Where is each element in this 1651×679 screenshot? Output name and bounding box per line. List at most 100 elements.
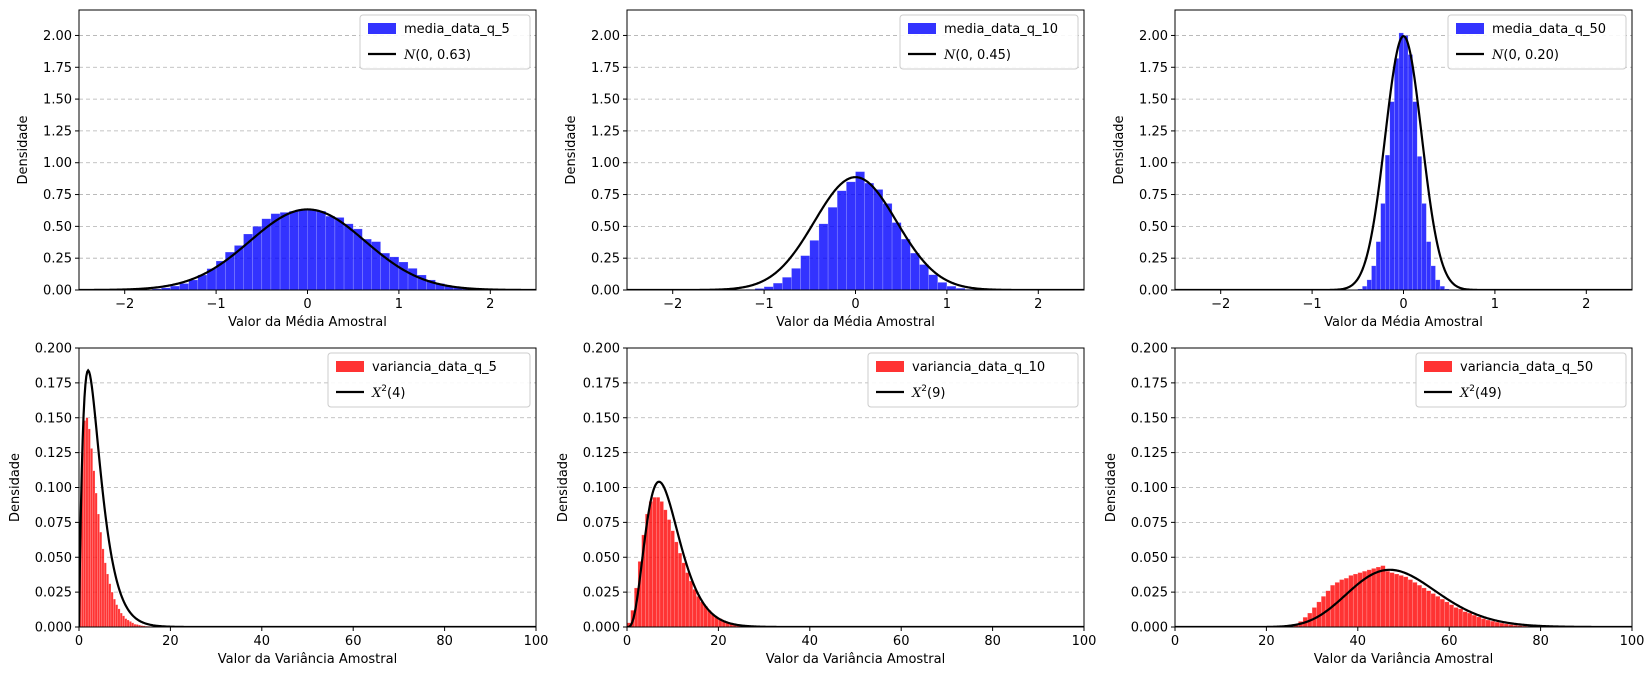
histogram-bar xyxy=(307,208,317,290)
histogram-bar xyxy=(1444,601,1450,627)
legend-hist-swatch xyxy=(908,23,936,34)
histogram-bar xyxy=(1453,607,1459,627)
histogram-bar xyxy=(179,283,189,290)
x-tick-label: 100 xyxy=(524,634,549,649)
x-tick-label: 2 xyxy=(1034,297,1042,312)
y-tick-label: 0.075 xyxy=(35,516,72,531)
histogram-bar xyxy=(103,562,107,627)
histogram-bar xyxy=(188,279,199,290)
y-tick-label: 0.000 xyxy=(583,621,620,636)
legend-hist-swatch xyxy=(368,23,396,34)
y-tick-label: 0.200 xyxy=(1131,342,1168,357)
histogram-bar xyxy=(1435,279,1441,290)
x-tick-label: 0 xyxy=(1399,297,1407,312)
y-tick-label: 0.025 xyxy=(1131,586,1168,601)
histogram-bar xyxy=(343,223,354,290)
x-tick-label: 60 xyxy=(893,634,910,649)
histogram-bar xyxy=(129,621,132,627)
histogram-bar xyxy=(836,190,847,290)
x-tick-label: 2 xyxy=(1582,297,1590,312)
legend-box xyxy=(1447,14,1627,70)
histogram-bar xyxy=(101,548,105,627)
histogram-bar xyxy=(919,264,929,290)
x-tick-label: 1 xyxy=(943,297,951,312)
histogram-bar xyxy=(1476,616,1482,627)
density-curve xyxy=(1175,34,1632,290)
histogram-bar xyxy=(270,213,281,290)
histogram-bar xyxy=(663,509,668,627)
y-tick-label: 1.50 xyxy=(43,93,72,108)
x-axis-label: Valor da Média Amostral xyxy=(228,315,387,330)
x-tick-label: 1 xyxy=(1491,297,1499,312)
histogram-bar xyxy=(1398,32,1404,290)
histogram-bar xyxy=(106,573,109,627)
x-axis-label: Valor da Variância Amostral xyxy=(1314,652,1493,667)
y-tick-label: 0.125 xyxy=(1131,446,1168,461)
histogram-bar xyxy=(117,608,121,627)
legend-curve-label: X2(49) xyxy=(1459,384,1502,401)
y-tick-label: 0.100 xyxy=(35,481,72,496)
histogram-bar xyxy=(1384,154,1391,290)
y-tick-label: 0.00 xyxy=(591,284,620,299)
histogram-bar xyxy=(1485,619,1491,627)
histogram-bar xyxy=(108,583,112,627)
y-tick-label: 0.100 xyxy=(1131,481,1168,496)
histogram-bar xyxy=(279,212,290,290)
x-tick-label: 0 xyxy=(851,297,859,312)
histogram-bar xyxy=(1467,612,1473,627)
x-tick-label: 60 xyxy=(345,634,362,649)
chart-panel-1: 0.00 0.25 0.50 0.75 1.00 1.25 1.50 1.75 2.00 −2 −1… xyxy=(16,9,537,330)
y-tick-label: 0.200 xyxy=(583,342,620,357)
y-tick-label: 0.200 xyxy=(35,342,72,357)
histogram-bar xyxy=(677,552,683,627)
y-tick-label: 0.025 xyxy=(35,586,72,601)
histogram-bar xyxy=(83,420,87,627)
histogram-bar xyxy=(115,604,119,627)
y-tick-label: 2.00 xyxy=(591,29,620,44)
histogram-bar xyxy=(688,580,694,627)
histogram-bar xyxy=(94,492,98,627)
y-tick-label: 0.75 xyxy=(591,188,620,203)
y-tick-label: 0.000 xyxy=(1131,621,1168,636)
histogram-bar xyxy=(772,282,783,290)
y-tick-label: 0.125 xyxy=(583,446,620,461)
legend-box xyxy=(359,14,531,70)
legend: media_data_q_50 N(0, 0.20) xyxy=(1447,14,1627,70)
y-tick-label: 1.00 xyxy=(591,156,620,171)
histogram-bar xyxy=(782,277,792,290)
histogram-bar xyxy=(1439,598,1445,627)
histogram-bar xyxy=(126,619,130,627)
chart-panel-3: 0.00 0.25 0.50 0.75 1.00 1.25 1.50 1.75 2.00 −2 −1… xyxy=(1112,9,1633,330)
legend: variancia_data_q_10 X2(9) xyxy=(867,352,1079,408)
histogram-bar xyxy=(298,208,308,290)
histogram-bar xyxy=(1380,565,1386,627)
histogram-bar xyxy=(670,530,675,627)
histogram-bar xyxy=(1403,35,1409,290)
histogram-bar xyxy=(818,223,829,290)
y-tick-label: 0.025 xyxy=(583,586,620,601)
y-tick-label: 1.75 xyxy=(43,61,72,76)
histogram-bar xyxy=(1480,618,1487,627)
histogram-bar xyxy=(1494,621,1500,627)
y-axis-label: Densidade xyxy=(1104,453,1119,522)
x-axis-label: Valor da Variância Amostral xyxy=(218,652,397,667)
histogram-bars xyxy=(1289,565,1537,627)
chart-panel-4: 0.000 0.025 0.050 0.075 0.100 0.125 0.150 0.175… xyxy=(8,342,548,668)
histogram-bar xyxy=(1416,156,1423,290)
histogram-bar xyxy=(655,497,661,627)
histogram-bar xyxy=(1490,620,1496,627)
histogram-bar xyxy=(652,497,657,627)
density-curve xyxy=(79,208,536,290)
y-tick-label: 1.00 xyxy=(43,156,72,171)
histogram-bar xyxy=(1398,575,1404,627)
histogram-bar xyxy=(891,222,902,290)
histogram-bar xyxy=(910,252,920,290)
histogram-bar xyxy=(666,519,672,627)
x-tick-label: 100 xyxy=(1072,634,1097,649)
legend: variancia_data_q_50 X2(49) xyxy=(1415,352,1627,408)
chart-panel-5: 0.000 0.025 0.050 0.075 0.100 0.125 0.150 0.175… xyxy=(556,342,1096,668)
histogram-bar xyxy=(1458,608,1464,627)
legend-hist-swatch xyxy=(876,361,904,372)
histogram-bars xyxy=(627,497,778,627)
